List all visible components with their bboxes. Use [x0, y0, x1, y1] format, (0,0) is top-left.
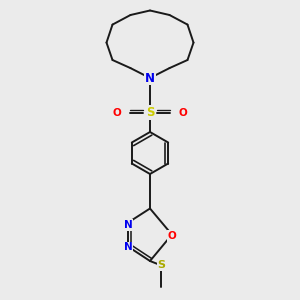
Text: N: N [145, 71, 155, 85]
Text: N: N [124, 242, 133, 253]
Text: S: S [146, 106, 154, 119]
Text: O: O [112, 107, 122, 118]
Text: O: O [178, 107, 188, 118]
Text: S: S [158, 260, 165, 271]
Text: N: N [124, 220, 133, 230]
Text: O: O [167, 231, 176, 241]
